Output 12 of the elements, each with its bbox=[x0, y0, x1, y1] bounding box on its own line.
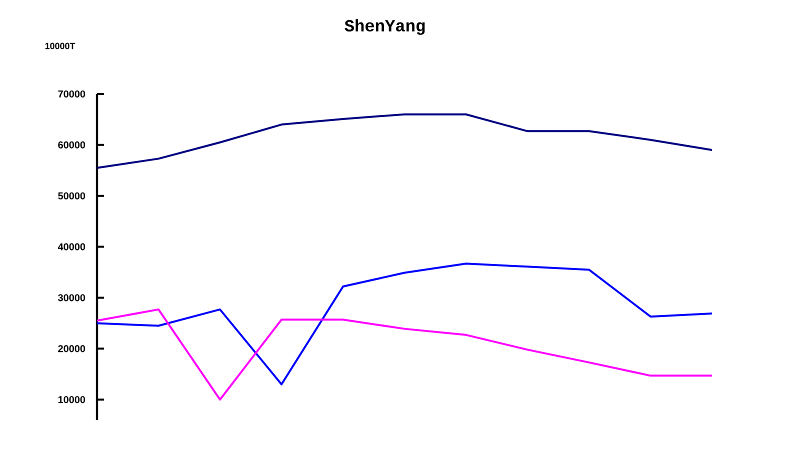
chart-title: ShenYang bbox=[344, 19, 425, 35]
y-tick-label: 40000 bbox=[58, 243, 86, 250]
y-tick-label: 30000 bbox=[58, 294, 86, 302]
y-axis-title: 10000T bbox=[45, 42, 76, 50]
y-tick-label: 70000 bbox=[58, 90, 86, 98]
line-series bbox=[96, 308, 714, 401]
line-series bbox=[96, 113, 714, 169]
y-tick-label: 10000 bbox=[58, 396, 86, 404]
y-tick-label: 60000 bbox=[58, 141, 86, 148]
line-series bbox=[96, 262, 714, 386]
y-tick-label: 50000 bbox=[58, 192, 86, 200]
y-tick-label: 20000 bbox=[58, 345, 86, 352]
